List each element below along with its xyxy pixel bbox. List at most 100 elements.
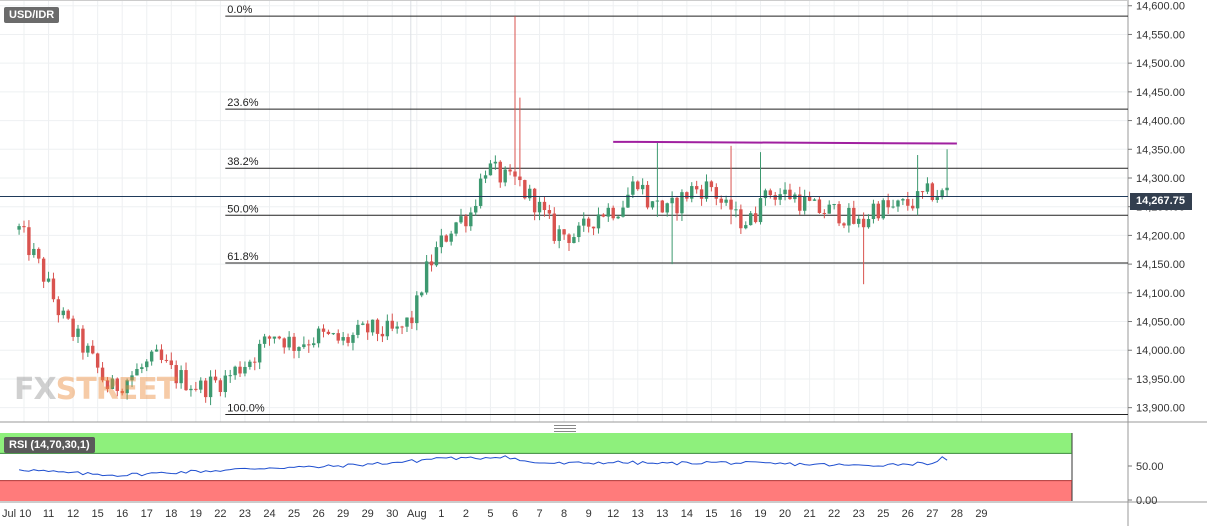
candle-body: [410, 317, 414, 324]
candle-body: [61, 310, 65, 316]
candle-body: [420, 292, 424, 296]
candle-body: [424, 261, 429, 293]
pane-resize-handle[interactable]: [554, 425, 576, 432]
candle-body: [802, 196, 807, 211]
candle-body: [655, 200, 660, 202]
candle-body: [901, 199, 905, 201]
candle-body: [483, 175, 488, 179]
candle-body: [920, 191, 925, 193]
candle-body: [385, 320, 390, 337]
candle-body: [744, 225, 748, 229]
candle-body: [464, 216, 468, 227]
candle-body: [906, 199, 910, 206]
candle-body: [218, 380, 223, 393]
candle-body: [189, 388, 193, 391]
candle-body: [798, 194, 802, 211]
x-axis-tick-label: 28: [951, 508, 963, 520]
candle-body: [41, 258, 46, 282]
candle-body: [680, 192, 684, 214]
x-axis-tick-label: 14: [681, 508, 693, 520]
candle-body: [351, 334, 355, 343]
candle-body: [861, 218, 866, 228]
candle-body: [557, 229, 561, 241]
candle-body: [292, 336, 296, 351]
candle-body: [547, 210, 552, 214]
y-axis-tick-label: 14,200.00: [1136, 230, 1185, 242]
x-axis-tick-label: 18: [165, 508, 177, 520]
x-axis-tick-label: 23: [853, 508, 865, 520]
rsi-overbought-zone: [0, 433, 1072, 454]
candle-body: [773, 195, 777, 200]
candle-body: [336, 333, 340, 341]
candle-body: [469, 212, 473, 227]
x-axis-tick-label: 27: [926, 508, 938, 520]
x-axis-tick-label: 23: [239, 508, 251, 520]
candle-body: [704, 181, 709, 199]
x-axis-tick-label: 12: [607, 508, 619, 520]
candle-body: [17, 226, 21, 230]
candle-body: [650, 201, 655, 208]
candle-body: [734, 209, 738, 211]
x-axis-tick-label: Jul 10: [2, 508, 31, 520]
candle-body: [71, 318, 75, 337]
candle-body: [552, 213, 556, 241]
candle-body: [76, 328, 80, 337]
x-axis-tick-label: 13: [656, 508, 668, 520]
candle-body: [915, 191, 920, 209]
candle-body: [267, 336, 272, 339]
fib-level-label: 100.0%: [227, 403, 265, 415]
candle-body: [130, 375, 134, 381]
x-axis-tick-label: 29: [975, 508, 987, 520]
y-axis-tick-label: 13,900.00: [1136, 403, 1185, 415]
candle-body: [827, 204, 831, 214]
candle-body: [149, 351, 154, 362]
candle-body: [699, 189, 704, 199]
candle-body: [120, 390, 124, 394]
candle-body: [311, 343, 316, 346]
candle-body: [164, 359, 169, 361]
candle-body: [194, 388, 198, 390]
candle-body: [503, 169, 507, 183]
x-axis-tick-label: 1: [438, 508, 444, 520]
fib-level-label: 50.0%: [227, 203, 258, 215]
candle-body: [532, 188, 537, 213]
candle-body: [272, 336, 277, 339]
candle-body: [346, 337, 350, 343]
candle-body: [95, 353, 100, 368]
y-axis-tick-label: 14,350.00: [1136, 144, 1185, 156]
x-axis-tick-label: 16: [116, 508, 128, 520]
fib-level-label: 0.0%: [227, 4, 252, 16]
candle-body: [361, 323, 365, 325]
y-axis-tick-label: 14,400.00: [1136, 116, 1185, 128]
candle-body: [356, 324, 360, 335]
candle-body: [537, 201, 542, 213]
symbol-label: USD/IDR: [4, 7, 60, 23]
candle-body: [690, 186, 694, 199]
candle-body: [81, 328, 85, 353]
x-axis-tick-label: 6: [512, 508, 518, 520]
candle-body: [449, 233, 453, 242]
candle-body: [724, 199, 728, 203]
resistance-trendline: [613, 140, 957, 145]
x-axis-tick-label: 2: [463, 508, 469, 520]
candle-body: [857, 218, 861, 224]
candle-body: [817, 199, 822, 213]
candle-body: [842, 223, 846, 226]
candle-body: [302, 344, 306, 348]
candle-body: [380, 333, 385, 337]
candle-body: [115, 378, 119, 391]
candle-body: [37, 248, 41, 259]
candle-body: [366, 323, 370, 333]
candle-body: [925, 183, 930, 192]
candle-body: [159, 349, 164, 360]
candle-body: [51, 278, 56, 300]
candle-body: [788, 189, 792, 200]
candle-body: [253, 361, 257, 363]
candle-body: [66, 310, 70, 319]
candle-body: [508, 169, 512, 172]
candle-body: [567, 234, 571, 243]
candle-body: [140, 367, 144, 370]
candle-body: [434, 247, 439, 266]
candle-body: [238, 366, 242, 374]
